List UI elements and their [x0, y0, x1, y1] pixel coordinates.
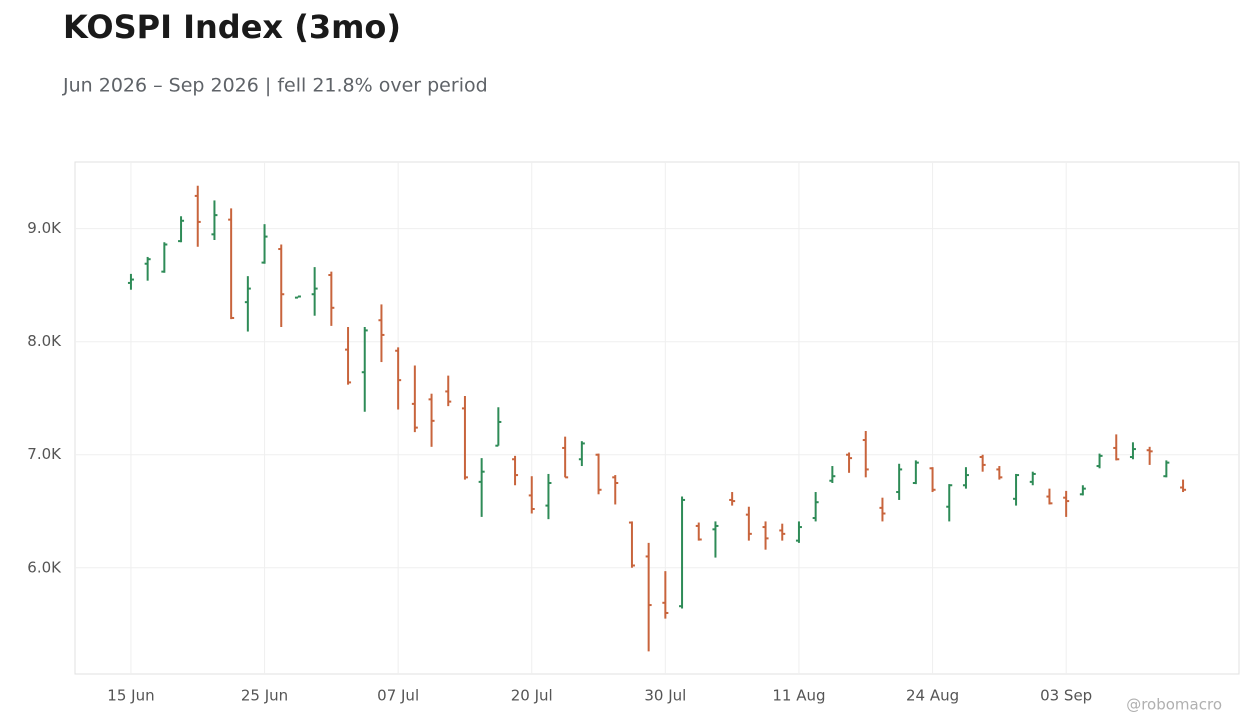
x-tick-label: 30 Jul — [644, 687, 686, 705]
x-tick-label: 15 Jun — [107, 687, 154, 705]
x-tick-label: 11 Aug — [772, 687, 825, 705]
y-tick-label: 8.0K — [27, 332, 62, 350]
x-tick-label: 07 Jul — [377, 687, 419, 705]
x-tick-label: 03 Sep — [1040, 687, 1092, 705]
x-tick-label: 20 Jul — [511, 687, 553, 705]
x-tick-label: 25 Jun — [241, 687, 288, 705]
chart-subtitle: Jun 2026 – Sep 2026 | fell 21.8% over pe… — [62, 75, 488, 97]
plot-frame — [74, 161, 1240, 675]
y-tick-label: 7.0K — [27, 445, 62, 463]
credit: @robomacro — [1126, 696, 1222, 714]
y-tick-label: 9.0K — [27, 219, 62, 237]
x-tick-label: 24 Aug — [906, 687, 959, 705]
y-tick-label: 6.0K — [27, 558, 62, 576]
chart-title: KOSPI Index (3mo) — [63, 8, 401, 46]
